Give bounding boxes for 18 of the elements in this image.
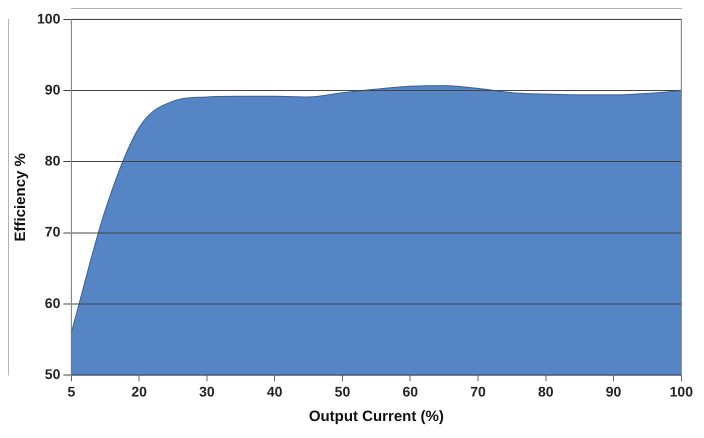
- y-tick-label: 70: [44, 224, 61, 240]
- x-tick-label: 60: [402, 383, 418, 400]
- x-tick-label: 5: [67, 383, 76, 400]
- y-tick-label: 90: [44, 81, 61, 98]
- y-tick-label: 50: [44, 366, 61, 382]
- y-tick-label: 60: [44, 294, 61, 311]
- y-tick-label: 80: [44, 152, 61, 169]
- x-tick-label: 100: [670, 383, 694, 400]
- x-tick-label: 80: [538, 383, 554, 400]
- x-tick-label: 20: [131, 383, 148, 400]
- x-axis-title: Output Current (%): [308, 408, 444, 426]
- y-tick-label: 100: [37, 10, 61, 26]
- x-tick-label: 70: [470, 383, 486, 400]
- x-tick-label: 50: [334, 383, 350, 400]
- x-tick-label: 40: [266, 383, 283, 400]
- x-tick-label: 30: [199, 383, 215, 400]
- y-axis-title: Efficiency %: [12, 153, 30, 242]
- x-tick-label: 90: [606, 383, 622, 400]
